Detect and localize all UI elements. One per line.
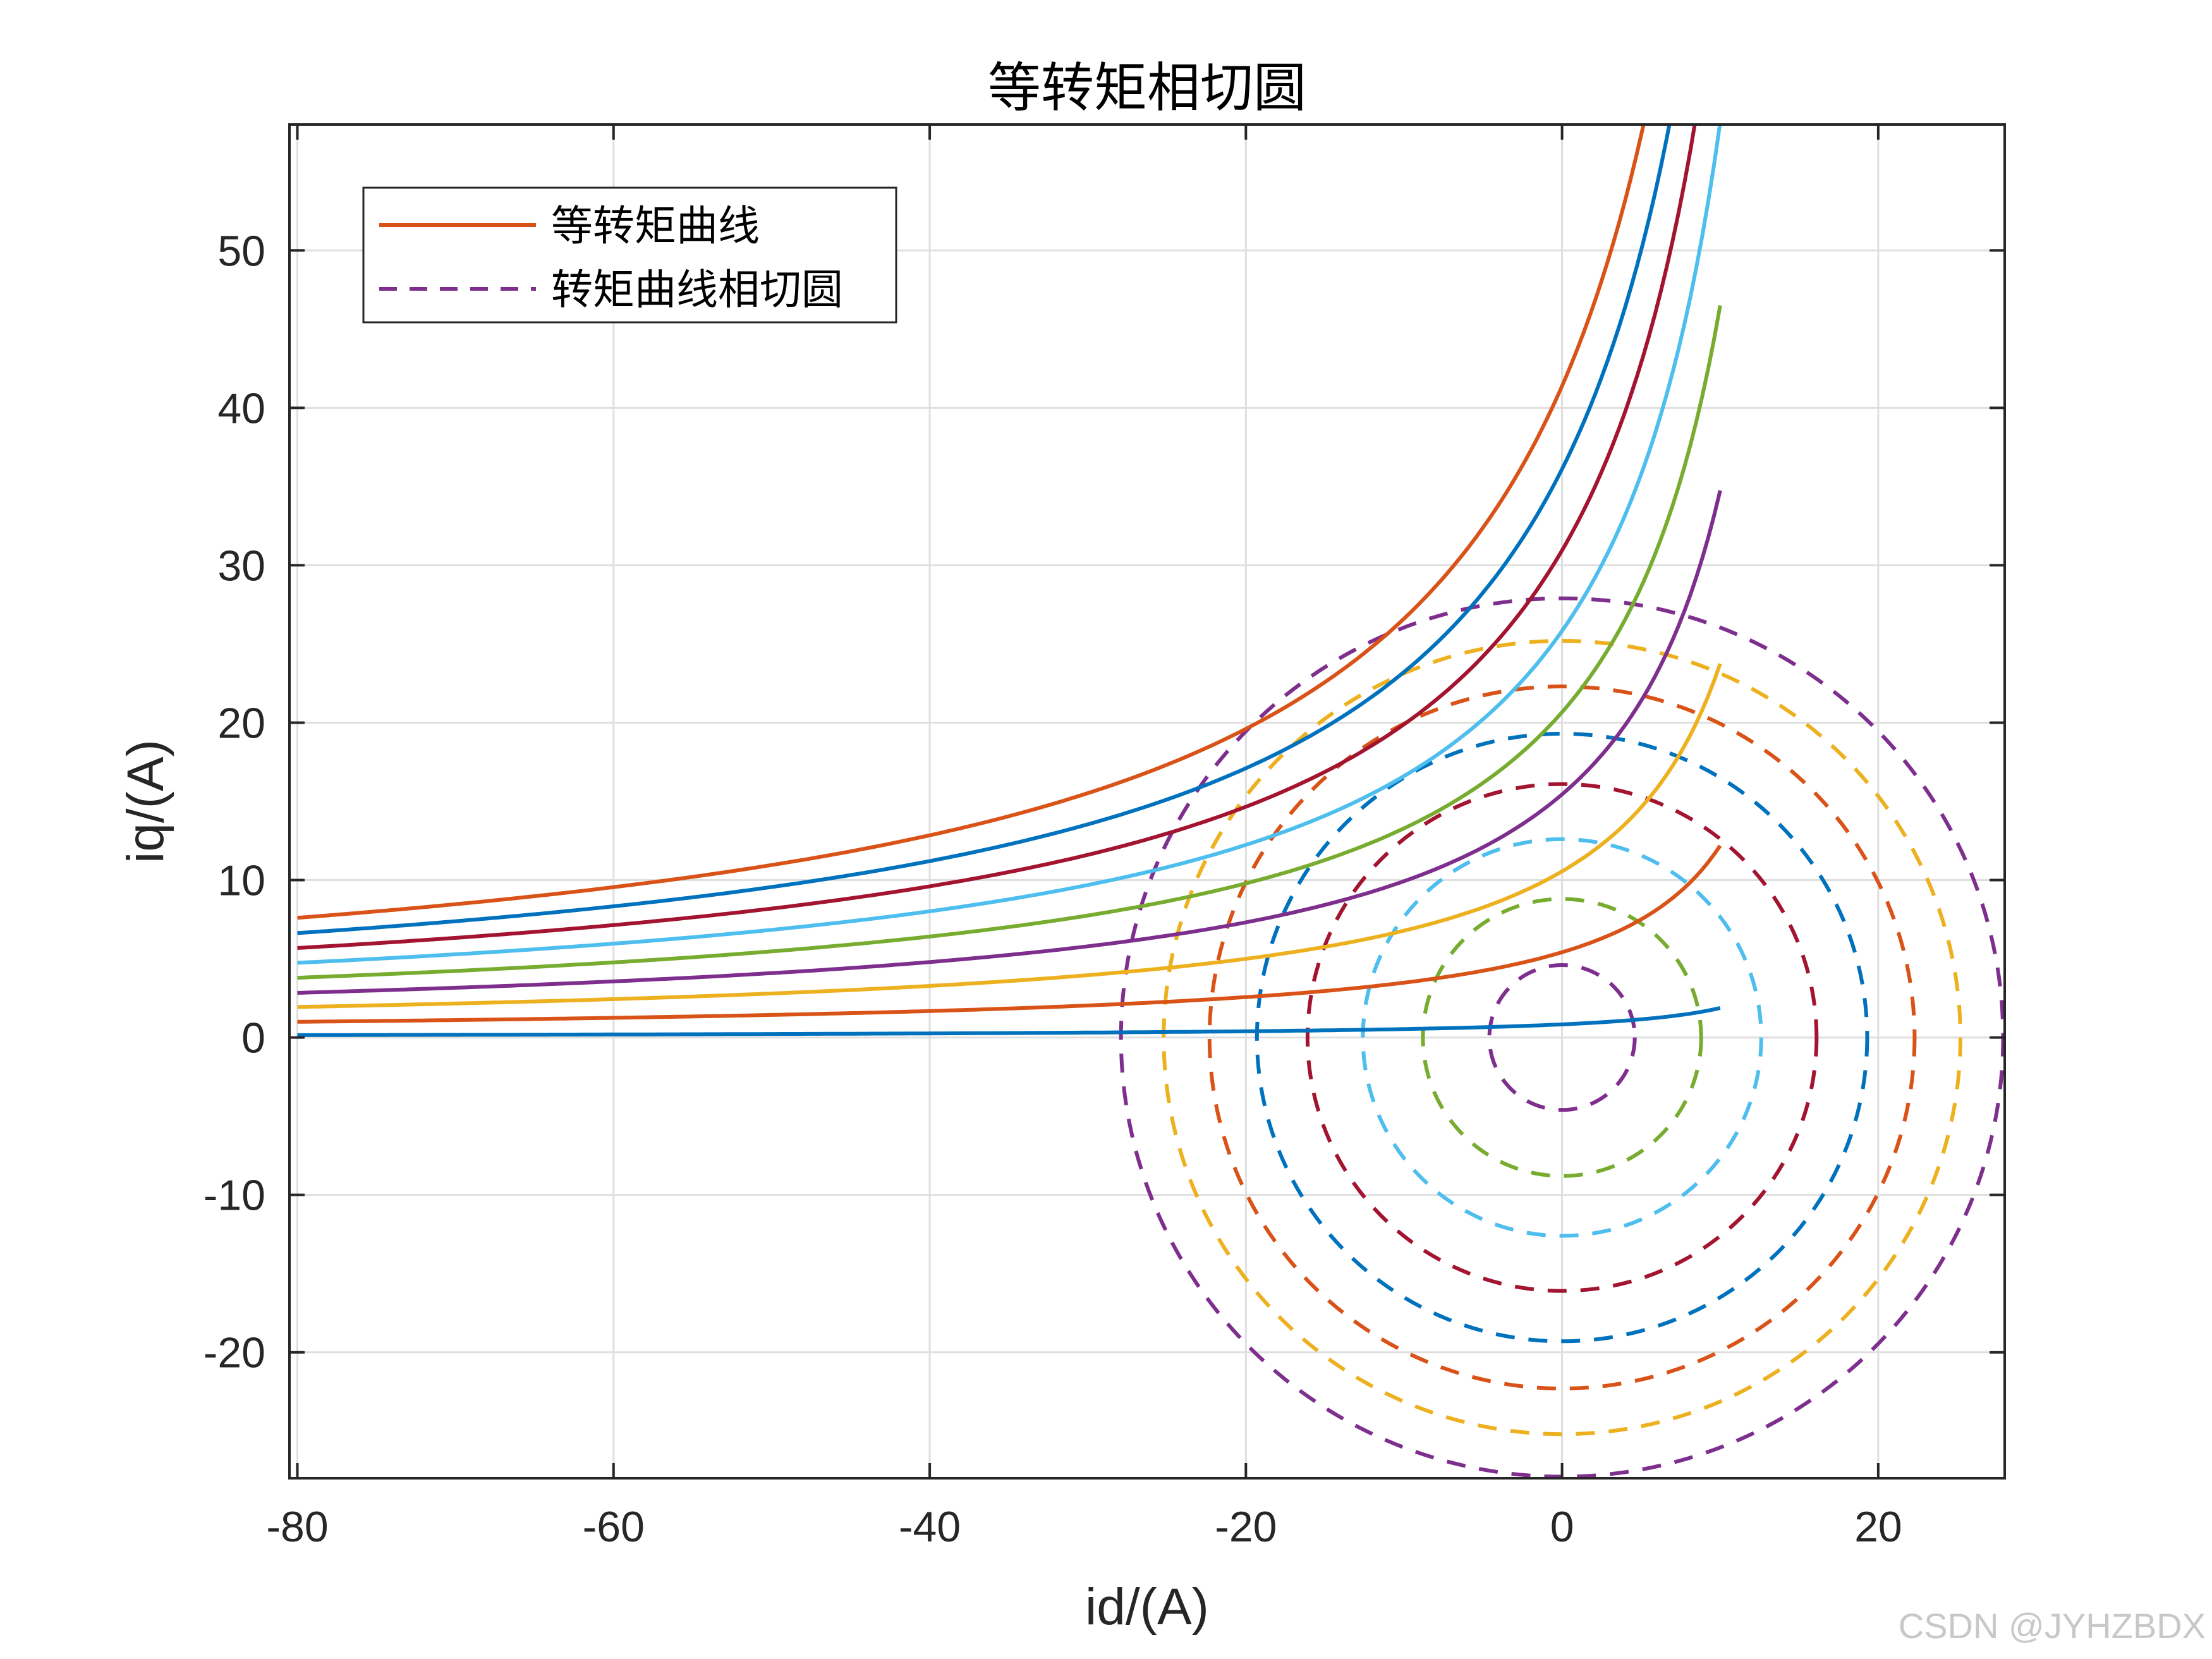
tangent-circle-1: [1487, 963, 1637, 1112]
y-tick-label: -20: [204, 1329, 265, 1377]
legend-label-tangent-circle: 转矩曲线相切圆: [551, 265, 843, 314]
legend-box: [362, 186, 897, 324]
tangent-circle-6: [1207, 684, 1917, 1391]
axes-box: [288, 123, 2006, 1480]
y-tick-label: 50: [217, 227, 265, 275]
x-tick-label: -80: [266, 1503, 328, 1551]
plot-area: [297, 125, 2005, 1478]
torque-curve-8: [297, 125, 1672, 935]
y-tick-label: 40: [217, 384, 265, 432]
x-axis-label: id/(A): [1085, 1578, 1209, 1636]
y-tick-label: 0: [241, 1014, 265, 1062]
x-tick-label: -40: [899, 1503, 961, 1551]
torque-curve-5: [297, 305, 1722, 980]
x-tick-label: 20: [1854, 1503, 1902, 1551]
tangent-circle-7: [1162, 638, 1962, 1437]
y-axis-label: iq/(A): [117, 739, 174, 863]
axis-ticks: -80 -60 -40 -20 0 20 -20 -10 0 10 20 30 40 50: [204, 125, 2005, 1551]
torque-curve-4: [297, 490, 1722, 995]
grid: [289, 125, 2005, 1478]
torque-curve-3: [297, 663, 1722, 1009]
y-tick-label: 10: [217, 857, 265, 905]
tangent-circle-3: [1361, 837, 1763, 1238]
torque-curve-7: [297, 125, 1697, 950]
y-tick-label: 20: [217, 699, 265, 747]
tangent-circle-2: [1421, 897, 1703, 1178]
y-tick-label: 30: [217, 542, 265, 590]
torque-curve-1: [297, 1006, 1721, 1037]
chart-title: 等转矩相切圆: [988, 57, 1306, 119]
torque-curve-6: [297, 125, 1722, 965]
x-tick-label: -60: [583, 1503, 645, 1551]
watermark: CSDN @JYHZBDX: [1899, 1606, 2206, 1646]
legend: 等转矩曲线 转矩曲线相切圆: [362, 186, 897, 324]
torque-curve-9: [297, 125, 1646, 920]
legend-label-torque-curve: 等转矩曲线: [551, 202, 760, 250]
torque-curve-2: [297, 844, 1722, 1024]
tangent-circle-5: [1255, 731, 1869, 1344]
tangent-circle-4: [1305, 782, 1819, 1293]
y-tick-label: -10: [204, 1172, 265, 1220]
x-tick-label: 0: [1550, 1503, 1574, 1551]
x-tick-label: -20: [1215, 1503, 1277, 1551]
